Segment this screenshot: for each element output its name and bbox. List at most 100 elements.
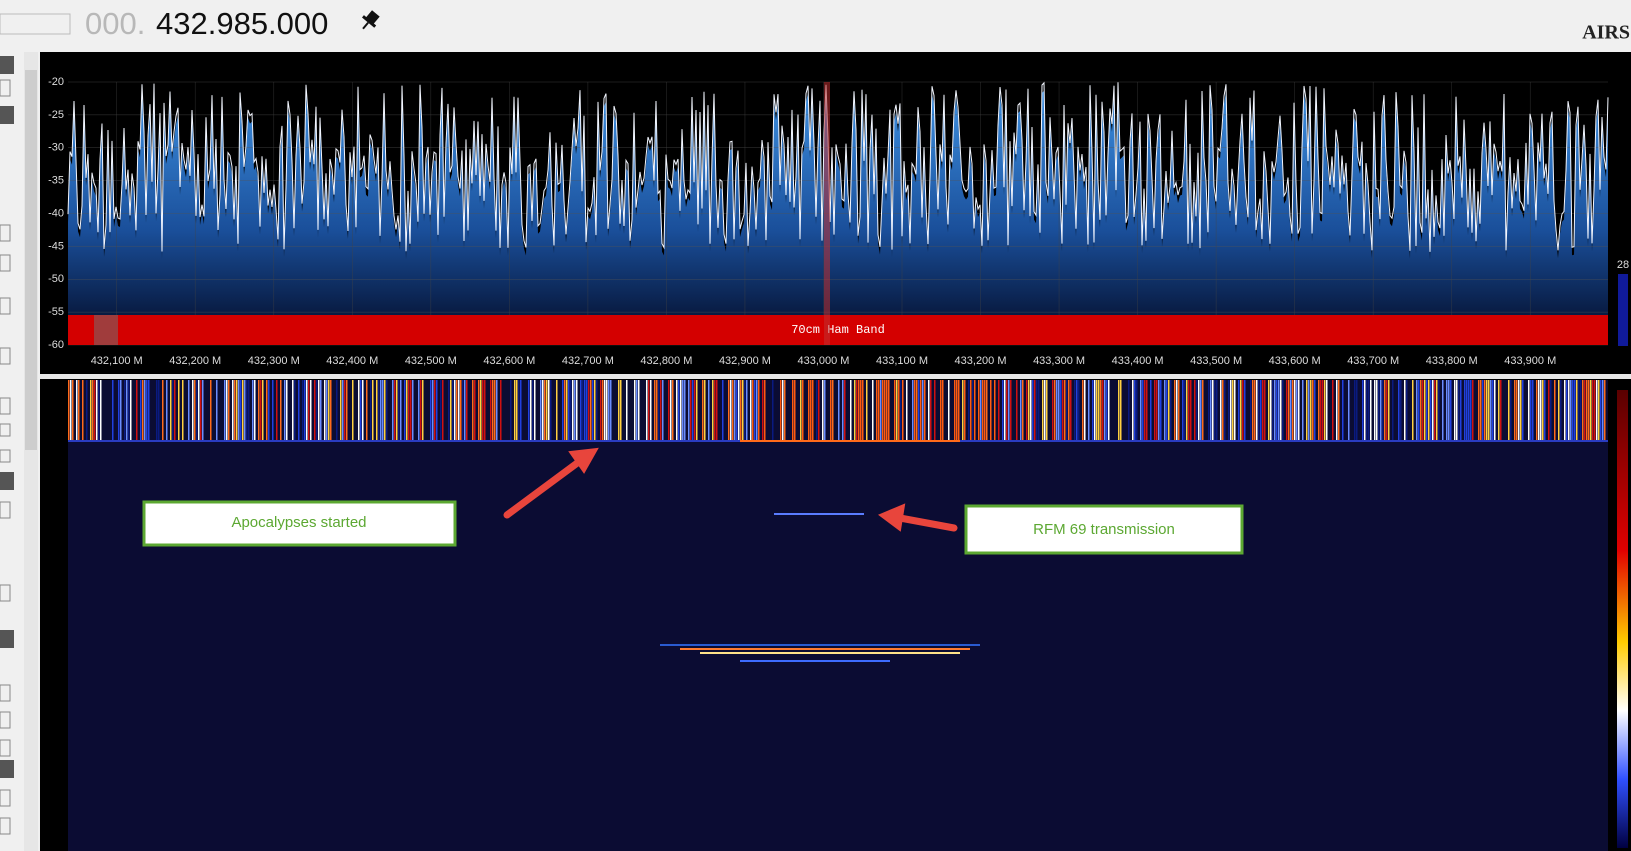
band-marker	[94, 315, 118, 345]
x-tick-label: 433,000 M	[797, 355, 849, 367]
waterfall-line	[902, 380, 904, 442]
waterfall-line	[568, 380, 570, 442]
waterfall-stripes	[68, 380, 1608, 442]
waterfall-line	[216, 380, 218, 442]
waterfall-line	[1294, 380, 1296, 442]
waterfall-line	[228, 380, 230, 442]
waterfall-line	[298, 380, 300, 442]
waterfall-line	[240, 380, 242, 442]
waterfall-line	[542, 380, 544, 442]
waterfall-line	[894, 380, 896, 442]
waterfall-line	[886, 380, 888, 442]
waterfall-line	[72, 380, 74, 442]
waterfall-line	[1066, 380, 1068, 442]
waterfall-line	[1592, 380, 1594, 442]
waterfall-line	[716, 380, 718, 442]
waterfall-line	[1456, 380, 1458, 442]
waterfall-line	[756, 380, 758, 442]
waterfall-line	[562, 380, 564, 442]
waterfall-line	[1096, 380, 1098, 442]
waterfall-line	[694, 380, 696, 442]
sidebar-controls[interactable]	[0, 56, 14, 778]
waterfall-line	[224, 380, 226, 442]
scroll-thumb[interactable]	[25, 70, 37, 450]
x-tick-label: 432,200 M	[169, 355, 221, 367]
waterfall-line	[968, 380, 970, 442]
waterfall-line	[1430, 380, 1432, 442]
waterfall-line	[1448, 380, 1450, 442]
waterfall-line	[258, 380, 260, 442]
waterfall-line	[854, 380, 856, 442]
sidebar-inputs[interactable]	[0, 79, 11, 835]
waterfall-line	[1134, 380, 1136, 442]
frequency[interactable]: 432.985.000	[156, 6, 328, 41]
waterfall-line	[532, 380, 534, 442]
spectrum-trace	[67, 81, 1609, 252]
waterfall-line	[1508, 380, 1510, 442]
waterfall-line	[1008, 380, 1010, 442]
waterfall-line	[202, 380, 204, 442]
toolbar	[0, 0, 1631, 52]
waterfall-line	[802, 380, 804, 442]
waterfall-line	[670, 380, 672, 442]
waterfall-line	[962, 380, 964, 442]
y-tick-label: -60	[48, 339, 64, 351]
waterfall-line	[1216, 380, 1218, 442]
waterfall-line	[1544, 380, 1546, 442]
waterfall-line	[1542, 380, 1544, 442]
waterfall-line	[126, 380, 128, 442]
waterfall-line	[86, 380, 88, 442]
waterfall-line	[1186, 380, 1188, 442]
waterfall-line	[688, 380, 690, 442]
waterfall-line	[856, 380, 858, 442]
splitter[interactable]	[40, 374, 1631, 379]
waterfall-line	[1076, 380, 1078, 442]
waterfall-line	[822, 380, 824, 442]
pin-icon[interactable]	[357, 8, 382, 34]
waterfall-line	[234, 380, 236, 442]
waterfall-line	[378, 380, 380, 442]
waterfall-line	[496, 380, 498, 442]
waterfall-line	[1426, 380, 1428, 442]
waterfall-line	[712, 380, 714, 442]
waterfall-line	[906, 380, 908, 442]
waterfall-line	[170, 380, 172, 442]
slider[interactable]	[0, 13, 71, 35]
waterfall-line	[914, 380, 916, 442]
waterfall-line	[882, 380, 884, 442]
waterfall-line	[984, 380, 986, 442]
waterfall-line	[1190, 380, 1192, 442]
waterfall-line	[436, 380, 438, 442]
waterfall-line	[1442, 380, 1444, 442]
waterfall-line	[842, 380, 844, 442]
waterfall-line	[516, 380, 518, 442]
waterfall-line	[128, 380, 130, 442]
waterfall-line	[602, 380, 604, 442]
waterfall-line	[734, 380, 736, 442]
gain-label: 28	[1617, 259, 1629, 271]
waterfall-line	[714, 380, 716, 442]
waterfall-line	[1082, 380, 1084, 442]
waterfall-line	[1020, 380, 1022, 442]
waterfall-line	[580, 380, 582, 442]
waterfall-line	[1602, 380, 1604, 442]
waterfall-line	[500, 380, 502, 442]
waterfall-line	[634, 380, 636, 442]
waterfall-line	[772, 380, 774, 442]
waterfall-line	[320, 380, 322, 442]
waterfall-line	[146, 380, 148, 442]
waterfall-line	[866, 380, 868, 442]
waterfall-line	[472, 380, 474, 442]
waterfall-edge	[740, 440, 960, 442]
waterfall-line	[574, 380, 576, 442]
waterfall-line	[762, 380, 764, 442]
waterfall-line	[584, 380, 586, 442]
waterfall-line	[1550, 380, 1552, 442]
waterfall-line	[1108, 380, 1110, 442]
waterfall-line	[592, 380, 594, 442]
x-tick-label: 433,800 M	[1426, 355, 1478, 367]
waterfall-line	[100, 380, 102, 442]
waterfall-line	[1332, 380, 1334, 442]
waterfall-line	[520, 380, 522, 442]
waterfall-line	[818, 380, 820, 442]
